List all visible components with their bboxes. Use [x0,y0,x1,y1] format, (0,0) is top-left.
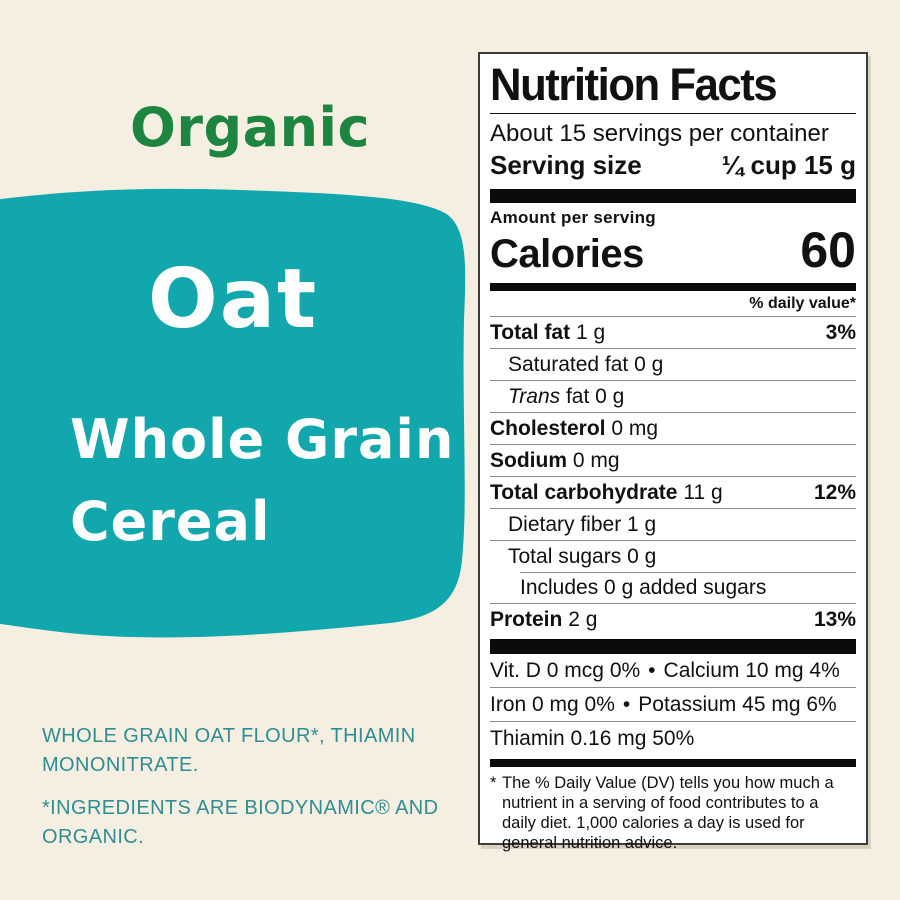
nutrient-name: Total sugars [508,545,622,569]
vitamin-row-thiamin: Thiamin 0.16 mg 50% [490,721,856,755]
nutrient-row-total-carbohydrate: Total carbohydrate 11 g 12% [490,476,856,508]
vitamin-value: Calcium 10 mg 4% [663,659,840,683]
ingredients-text: WHOLE GRAIN OAT FLOUR*, THIAMIN MONONITR… [42,722,462,852]
nutrient-amount: fat 0 g [565,385,625,409]
nutrient-row-added-sugars: Includes 0 g added sugars [490,572,856,603]
nutrient-name: Dietary fiber [508,513,622,537]
nutrient-amount: 1 g [575,321,606,345]
nutrient-amount: 0 mg [572,449,620,473]
thick-divider-bar [490,639,856,655]
nutrient-dv: 3% [825,321,856,345]
nutrient-amount: 0 g [627,545,657,569]
ingredients-line-1: WHOLE GRAIN OAT FLOUR*, THIAMIN MONONITR… [42,725,416,776]
nutrient-row-total-fat: Total fat 1 g 3% [490,316,856,348]
medium-divider-bar [490,283,856,292]
nutrient-amount: 0 g [634,353,664,377]
nutrient-name: Includes 0 g added sugars [520,576,767,600]
product-line-oat: Oat [148,252,319,347]
nutrient-row-trans-fat: Trans fat 0 g [490,380,856,412]
vitamin-value: Vit. D 0 mcg 0% [490,659,641,683]
footnote-text: The % Daily Value (DV) tells you how muc… [502,774,834,853]
nutrient-name: Total carbohydrate [490,481,678,505]
nutrient-name: Protein [490,608,563,632]
nutrition-facts-panel: Nutrition Facts About 15 servings per co… [478,52,868,852]
nutrient-amount: 1 g [627,513,657,537]
vitamin-value: Potassium 45 mg 6% [638,693,837,717]
nutrient-row-dietary-fiber: Dietary fiber 1 g [490,508,856,540]
nutrient-name: Total fat [490,321,571,345]
calories-label: Calories [490,232,644,277]
medium-divider-bar [490,759,856,768]
serving-size-row: Serving size ¼ cup 15 g [490,150,856,181]
vitamin-row-d-calcium: Vit. D 0 mcg 0% • Calcium 10 mg 4% [490,654,856,687]
nutrient-amount: 2 g [568,608,598,632]
vitamin-row-iron-potassium: Iron 0 mg 0% • Potassium 45 mg 6% [490,687,856,721]
panel-title: Nutrition Facts [490,59,778,110]
product-line-whole-grain: Whole Grain [70,408,455,471]
organic-label: Organic [129,96,371,159]
thick-divider-bar [490,189,856,204]
divider [490,112,856,114]
bullet-separator: • [648,659,656,683]
nutrient-name: Sodium [490,449,567,473]
nutrient-row-saturated-fat: Saturated fat 0 g [490,348,856,380]
nutrient-name: Saturated fat [508,353,629,377]
nutrient-row-protein: Protein 2 g 13% [490,603,856,635]
nutrient-row-cholesterol: Cholesterol 0 mg [490,412,856,444]
daily-value-header: % daily value* [749,295,856,313]
ingredients-line-2: *INGREDIENTS ARE BIODYNAMIC® AND ORGANIC… [42,797,439,848]
serving-size-value: ¼ cup 15 g [721,150,856,181]
amount-per-serving-label: Amount per serving [490,208,656,228]
teal-blob [0,188,466,638]
calories-row: Calories 60 [490,222,856,279]
product-line-cereal: Cereal [70,490,271,553]
vitamin-value: Thiamin 0.16 mg 50% [490,727,695,751]
vitamin-value: Iron 0 mg 0% [490,693,615,717]
nutrient-name: Cholesterol [490,417,606,441]
calories-value: 60 [800,222,856,279]
servings-per-container: About 15 servings per container [490,119,829,147]
nutrient-amount: 11 g [683,481,723,505]
nutrient-amount: 0 mg [611,417,659,441]
daily-value-footnote: * The % Daily Value (DV) tells you how m… [490,773,856,854]
nutrient-name: Trans [508,385,561,409]
footnote-asterisk: * [490,774,497,793]
nutrient-row-total-sugars: Total sugars 0 g [490,540,856,572]
nutrient-row-sodium: Sodium 0 mg [490,444,856,476]
serving-size-label: Serving size [490,150,642,181]
bullet-separator: • [622,693,631,717]
